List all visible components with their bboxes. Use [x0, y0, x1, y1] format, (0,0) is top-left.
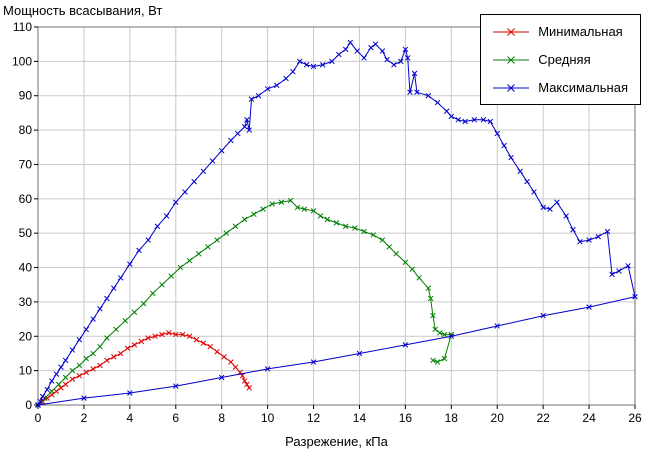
svg-text:2: 2 [81, 411, 88, 425]
svg-text:24: 24 [582, 411, 596, 425]
line-x-marker-icon [493, 55, 530, 64]
legend-label-medium: Средняя [538, 52, 591, 67]
x-axis-label: Разрежение, кПа [285, 434, 388, 449]
svg-text:6: 6 [172, 411, 179, 425]
svg-text:16: 16 [399, 411, 413, 425]
svg-text:8: 8 [218, 411, 225, 425]
svg-text:26: 26 [628, 411, 642, 425]
svg-text:70: 70 [19, 157, 33, 171]
svg-text:110: 110 [13, 20, 32, 34]
svg-text:90: 90 [19, 89, 33, 103]
line-x-marker-icon [493, 27, 530, 36]
svg-text:10: 10 [19, 364, 33, 378]
svg-text:40: 40 [19, 261, 33, 275]
svg-text:4: 4 [127, 411, 134, 425]
legend-label-maximal: Максимальная [538, 80, 628, 95]
legend-item-maximal: Максимальная [491, 80, 628, 95]
svg-text:30: 30 [19, 295, 33, 309]
svg-text:20: 20 [19, 329, 33, 343]
legend-item-medium: Средняя [491, 52, 628, 67]
legend-item-minimal: Минимальная [491, 24, 628, 39]
legend: Минимальная Средняя Максимальная [480, 14, 641, 105]
line-x-marker-icon [493, 83, 530, 92]
svg-text:0: 0 [25, 398, 32, 412]
chart-title: Мощность всасывания, Вт [3, 3, 163, 18]
svg-text:100: 100 [12, 54, 32, 68]
svg-text:80: 80 [19, 123, 33, 137]
svg-text:14: 14 [353, 411, 367, 425]
svg-text:18: 18 [445, 411, 459, 425]
svg-text:60: 60 [19, 192, 33, 206]
svg-text:0: 0 [35, 411, 42, 425]
svg-text:50: 50 [19, 226, 33, 240]
svg-text:10: 10 [261, 411, 275, 425]
svg-text:20: 20 [491, 411, 505, 425]
svg-text:12: 12 [307, 411, 321, 425]
legend-label-minimal: Минимальная [538, 24, 623, 39]
svg-text:22: 22 [536, 411, 550, 425]
